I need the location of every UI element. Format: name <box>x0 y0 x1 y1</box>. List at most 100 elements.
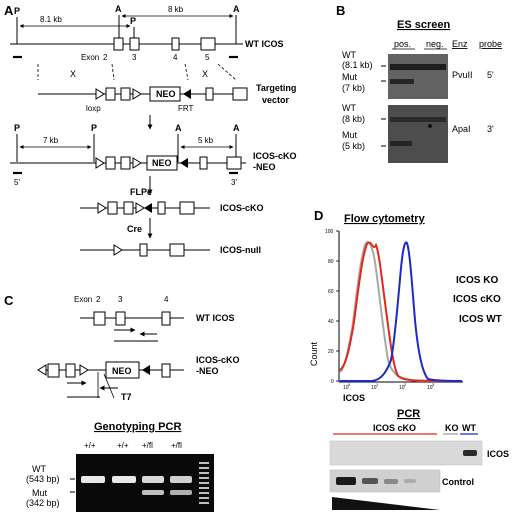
recombination-lines: X X <box>37 63 237 81</box>
legend-cko: ICOS cKO <box>453 294 501 305</box>
cko-neo-label-2: -NEO <box>253 162 276 172</box>
blot-2-wt-band <box>390 117 446 122</box>
null-allele: ICOS-null <box>80 243 261 257</box>
col-pos: pos. <box>394 39 411 49</box>
svg-text:3: 3 <box>118 295 123 304</box>
svg-text:10: 10 <box>427 385 433 391</box>
null-label: ICOS-null <box>220 245 261 255</box>
lane-3-label: +/fl <box>142 441 153 450</box>
exon-5-box <box>200 37 216 51</box>
blot-2-mut: Mut <box>342 130 358 140</box>
svg-text:3: 3 <box>432 382 435 387</box>
blot-2-wt-size: (8 kb) <box>342 114 365 124</box>
targeting-vector-label-1: Targeting <box>256 83 296 93</box>
pcr-title: PCR <box>397 408 420 420</box>
cre-label: Cre <box>127 224 142 234</box>
gel-mut-band: Mut <box>32 488 48 498</box>
panel-b: B ES screen pos. neg. Enz probe WT (8.1 … <box>336 3 502 163</box>
c-cko-neo-label-1: ICOS-cKO <box>196 355 240 365</box>
svg-text:10: 10 <box>399 385 405 391</box>
pcr-wt-icos-band <box>463 450 477 456</box>
svg-text:0: 0 <box>348 382 351 387</box>
gel-mut-size: (342 bp) <box>26 498 60 508</box>
exon-2-label: 2 <box>103 53 108 62</box>
pcr-gel-icos <box>329 440 483 466</box>
y-tick-80: 80 <box>328 259 334 265</box>
histogram-legend: ICOS KO ICOS cKO ICOS WT <box>453 275 502 325</box>
blot-1-mut-size: (7 kb) <box>342 83 365 93</box>
svg-text:NEO: NEO <box>152 158 172 168</box>
svg-text:2: 2 <box>404 382 407 387</box>
control-band-1 <box>336 477 356 485</box>
panel-b-letter: B <box>336 3 345 18</box>
legend-ko: ICOS KO <box>456 275 498 286</box>
t7-label: T7 <box>121 392 132 402</box>
y-tick-100: 100 <box>325 229 334 235</box>
svg-text:A: A <box>175 123 182 133</box>
x-ticks: 10 0 10 1 10 2 10 3 <box>343 382 435 391</box>
dist-p-label: 8.1 kb <box>40 15 62 24</box>
exon-3-label: 3 <box>132 53 137 62</box>
targeting-vector-label-2: vector <box>262 95 290 105</box>
blot-2-mut-size: (5 kb) <box>342 141 365 151</box>
svg-text:2: 2 <box>96 295 101 304</box>
neo-box-cko <box>146 155 178 171</box>
group-cko-label: ICOS cKO <box>373 423 416 433</box>
svg-text:P: P <box>14 123 20 133</box>
wt-allele: P P A A 8.1 kb 8 kb Exon 2 3 4 5 WT ICOS <box>10 4 284 62</box>
svg-text:Exon: Exon <box>74 295 92 304</box>
c-neo-box <box>105 361 140 379</box>
y-tick-40: 40 <box>328 319 334 325</box>
blot-1-wt-size: (8.1 kb) <box>342 60 373 70</box>
loxp-label: loxp <box>86 104 101 113</box>
es-screen-title: ES screen <box>397 19 450 31</box>
control-band-2 <box>362 478 378 484</box>
panel-c: C Exon 2 3 4 WT ICOS NEO <box>4 293 240 512</box>
site-p-2: P <box>130 16 136 26</box>
blot-2 <box>388 105 448 163</box>
exon-2-box <box>113 37 124 51</box>
panel-d: D Flow cytometry 100 80 60 40 20 0 10 0 … <box>309 208 509 510</box>
col-neg: neg. <box>426 39 444 49</box>
lane-4-label: +/fl <box>171 441 182 450</box>
exon-4-box <box>171 37 180 51</box>
frt-label: FRT <box>178 104 194 113</box>
svg-text:NEO: NEO <box>112 366 132 376</box>
blot-1-probe: 5' <box>487 70 494 80</box>
y-tick-20: 20 <box>328 349 334 355</box>
blot-1-enzyme: PvuII <box>452 70 473 80</box>
cko-label: ICOS-cKO <box>220 203 264 213</box>
wt-icos-label: WT ICOS <box>245 39 284 49</box>
exon-label-prefix: Exon <box>81 53 99 62</box>
blot-2-wt: WT <box>342 103 356 113</box>
cko-neo-allele: P P A A 7 kb 5 kb NEO 5' 3' <box>10 123 297 187</box>
svg-text:A: A <box>233 123 240 133</box>
genotyping-pcr-title: Genotyping PCR <box>94 421 181 433</box>
y-axis-label: Count <box>309 341 319 366</box>
lane-1-label: +/+ <box>84 441 96 450</box>
c-cko-neo-label-2: -NEO <box>196 366 219 376</box>
svg-text:10: 10 <box>371 385 377 391</box>
panel-d-letter: D <box>314 208 323 223</box>
gel-wt-band: WT <box>32 464 46 474</box>
blot-2-probe: 3' <box>487 124 494 134</box>
blot-1-mut-band <box>390 79 414 84</box>
row-icos-label: ICOS <box>487 449 509 459</box>
blot-2-enzyme: ApaI <box>452 124 471 134</box>
blot-1-mut: Mut <box>342 72 358 82</box>
y-ticks: 100 80 60 40 20 0 <box>325 229 339 385</box>
dilution-wedge <box>332 497 440 510</box>
crossover-x-2: X <box>202 69 208 79</box>
y-tick-60: 60 <box>328 289 334 295</box>
svg-text:4: 4 <box>164 295 169 304</box>
histogram-cko-curve <box>339 241 463 382</box>
control-band-4 <box>404 479 416 483</box>
svg-text:10: 10 <box>343 385 349 391</box>
site-p-1: P <box>14 6 20 16</box>
c-cko-neo-allele: NEO T7 ICOS-cKO -NEO <box>37 355 240 402</box>
c-wt-allele: Exon 2 3 4 WT ICOS <box>74 295 235 342</box>
svg-text:NEO: NEO <box>156 89 176 99</box>
targeting-vector: NEO loxp FRT Targeting vector <box>38 83 296 113</box>
exon-5-label: 5 <box>205 53 210 62</box>
svg-text:P: P <box>91 123 97 133</box>
